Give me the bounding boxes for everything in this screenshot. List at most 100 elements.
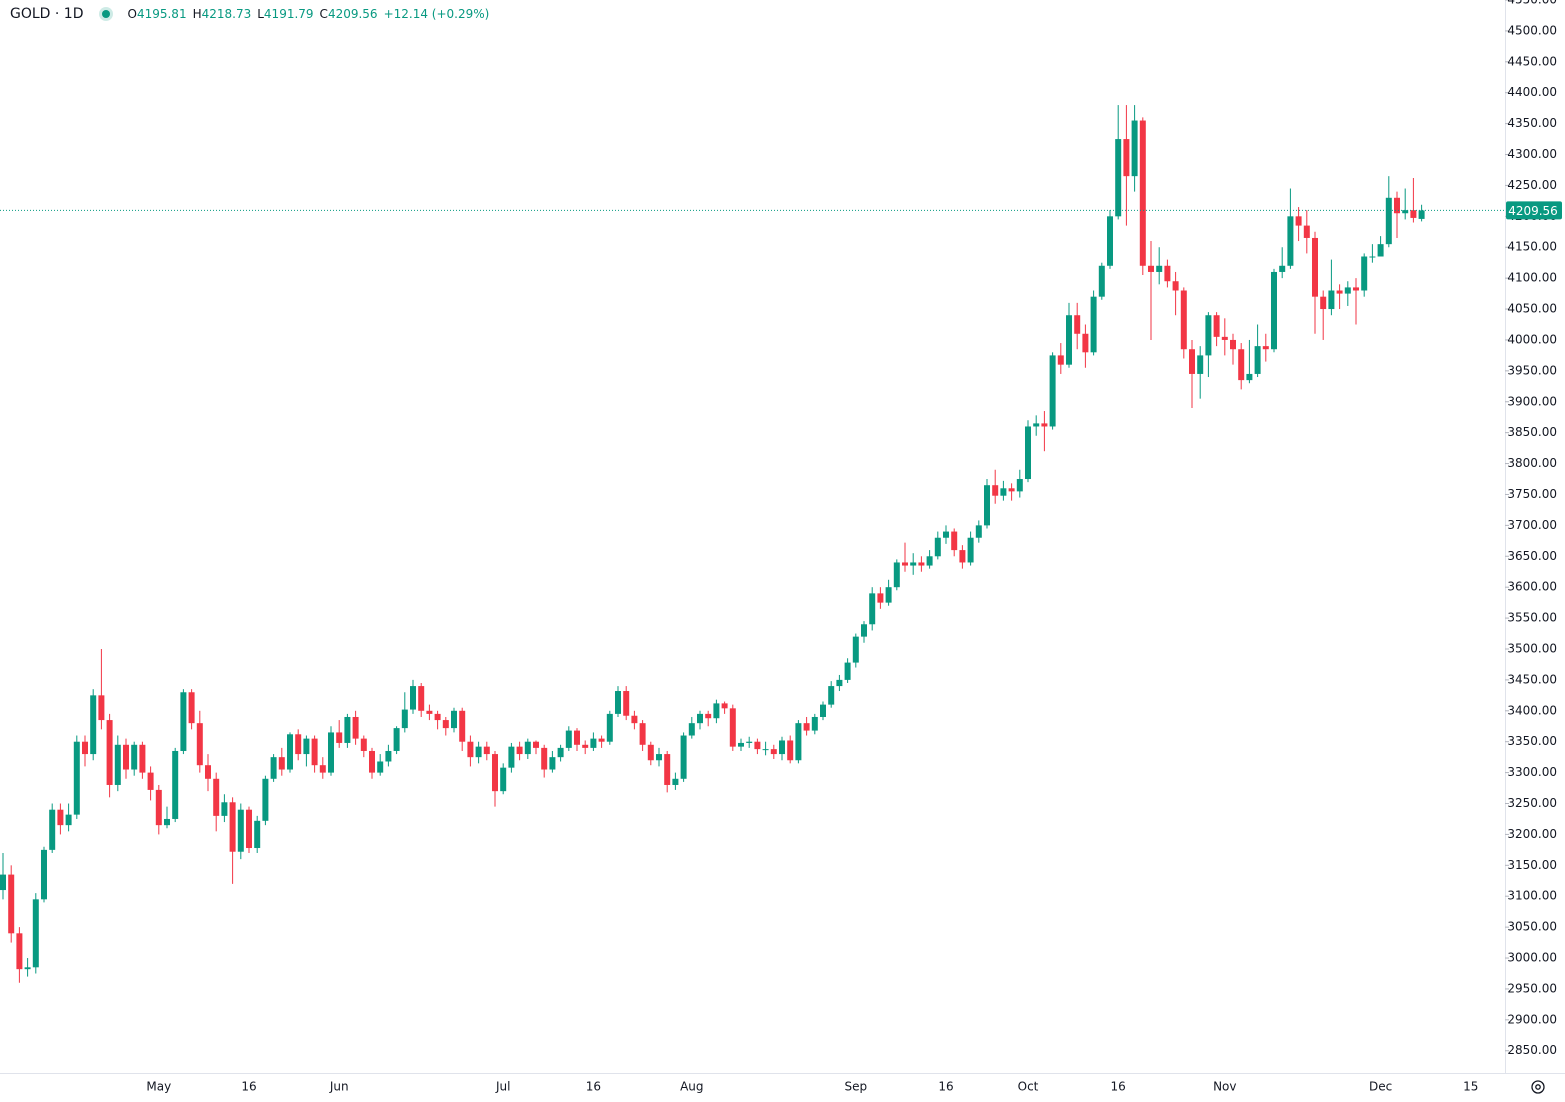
candle-body (1303, 225, 1310, 238)
candle-body (287, 734, 293, 770)
candle-body (278, 757, 285, 770)
candle-body (1008, 488, 1015, 492)
ohlc-value: 4191.79 (263, 7, 314, 21)
candle-body (1385, 197, 1392, 245)
candle-body (1238, 349, 1245, 381)
candle-body (426, 710, 433, 714)
candle-body (385, 750, 392, 762)
candle-body (705, 713, 712, 719)
y-tick-label: 4350.00 (1507, 116, 1557, 130)
y-tick-label: 3200.00 (1507, 827, 1557, 841)
candle-body (524, 741, 531, 755)
x-tick-label: Jul (495, 1080, 510, 1094)
candle-body (926, 556, 933, 566)
candle-body (114, 744, 121, 785)
candle-body (418, 686, 425, 711)
candle-body (1107, 216, 1113, 266)
candle-body (1049, 355, 1056, 427)
candle-body (959, 550, 966, 563)
y-tick-label: 3650.00 (1507, 549, 1557, 563)
candle-body (475, 746, 482, 758)
candle-body (623, 691, 630, 716)
candle-body (352, 716, 359, 739)
candle-body (360, 738, 367, 751)
candle-body (73, 741, 80, 815)
candle-body (442, 720, 449, 729)
y-tick-label: 3600.00 (1507, 580, 1557, 594)
candle-body (1402, 210, 1409, 214)
candle-body (885, 587, 892, 603)
candle-body (721, 703, 728, 709)
candle-body (98, 695, 105, 721)
y-tick-label: 4550.00 (1507, 0, 1557, 7)
candle-body (57, 809, 64, 826)
candle-body (82, 741, 88, 755)
settings-icon[interactable] (1531, 1080, 1545, 1094)
candle-body (828, 686, 835, 705)
x-tick-label: 16 (241, 1080, 256, 1094)
candle-body (746, 741, 753, 743)
y-tick-label: 3000.00 (1507, 951, 1557, 965)
candle-body (213, 778, 220, 816)
candle-body (1033, 423, 1040, 427)
y-tick-label: 3700.00 (1507, 518, 1557, 532)
candle-body (1205, 315, 1212, 356)
candle-body (820, 704, 826, 717)
candle-body (1156, 265, 1163, 272)
candle-body (590, 738, 597, 748)
candle-body (918, 562, 925, 566)
candle-body (574, 730, 580, 745)
candle-body (508, 746, 515, 768)
x-tick-label: 16 (1111, 1080, 1126, 1094)
candle-body (1123, 139, 1130, 177)
candle-body (992, 485, 999, 496)
candle-body (1254, 346, 1261, 374)
candle-body (1197, 355, 1204, 374)
candle-body (1312, 237, 1318, 297)
candle-body (205, 765, 211, 779)
candle-body (180, 692, 187, 751)
candle-body (967, 537, 974, 563)
market-status-dot[interactable] (101, 10, 110, 18)
candle-body (836, 679, 843, 687)
candle-body (328, 732, 334, 773)
candle-body (1369, 256, 1376, 258)
candle-body (1246, 373, 1253, 381)
candle-body (893, 562, 900, 588)
x-tick-label: Nov (1213, 1080, 1236, 1094)
ohlc-value: 4209.56 (327, 7, 378, 21)
y-tick-label: 3350.00 (1507, 734, 1557, 748)
x-tick-label: 16 (586, 1080, 601, 1094)
y-tick-label: 3500.00 (1507, 641, 1557, 655)
candle-body (1074, 315, 1081, 334)
x-tick-label: Sep (844, 1080, 867, 1094)
candle-body (16, 933, 23, 970)
settings-gear[interactable] (1531, 1080, 1545, 1094)
candle-body (606, 713, 613, 742)
candle-body (672, 778, 679, 785)
candle-body (680, 735, 687, 779)
last-price-label: 4209.56 (1508, 204, 1558, 218)
y-tick-label: 4250.00 (1507, 178, 1557, 192)
candle-body (451, 710, 457, 729)
candle-body (500, 767, 507, 792)
candle-body (270, 757, 277, 779)
candle-body (688, 723, 695, 736)
candle-body (1287, 216, 1294, 266)
candle-body (369, 750, 375, 773)
candle-body (459, 710, 466, 742)
symbol-title[interactable]: GOLD · 1D (10, 6, 84, 22)
y-tick-label: 4050.00 (1507, 302, 1557, 316)
candle-body (483, 746, 490, 755)
candle-body (303, 738, 310, 755)
candle-body (1057, 355, 1064, 365)
y-tick-label: 3550.00 (1507, 611, 1557, 625)
y-tick-label: 3850.00 (1507, 425, 1557, 439)
candle-body (147, 772, 154, 790)
settings-gear-hub[interactable] (1535, 1084, 1541, 1090)
plot-area (0, 105, 1425, 983)
last-price-box (1506, 201, 1562, 220)
candle-body (377, 761, 384, 773)
y-tick-label: 4400.00 (1507, 85, 1557, 99)
candle-body (738, 742, 744, 747)
